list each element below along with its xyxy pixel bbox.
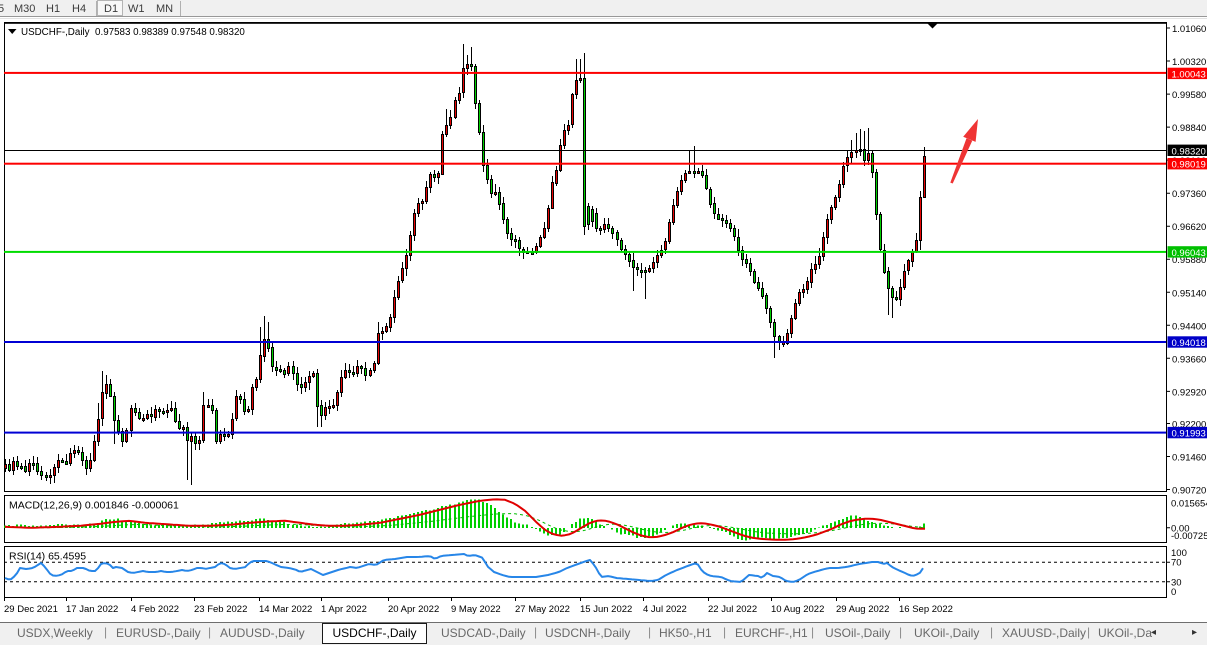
- svg-text:29 Aug 2022: 29 Aug 2022: [836, 604, 889, 615]
- svg-text:0.94018: 0.94018: [1172, 338, 1206, 349]
- svg-text:1.00043: 1.00043: [1172, 69, 1206, 80]
- svg-text:0.98840: 0.98840: [1172, 123, 1206, 134]
- svg-text:0.99580: 0.99580: [1172, 90, 1206, 101]
- svg-text:0.015654: 0.015654: [1171, 499, 1207, 510]
- svg-text:0.98019: 0.98019: [1172, 160, 1206, 171]
- svg-text:0.98320: 0.98320: [1172, 146, 1206, 157]
- svg-text:1.01060: 1.01060: [1172, 24, 1206, 35]
- svg-text:0.95140: 0.95140: [1172, 288, 1206, 299]
- svg-text:-0.007259: -0.007259: [1171, 531, 1207, 542]
- svg-text:0.92200: 0.92200: [1172, 420, 1206, 431]
- svg-text:0.94400: 0.94400: [1172, 321, 1206, 332]
- svg-text:0: 0: [1171, 587, 1176, 598]
- svg-text:70: 70: [1171, 558, 1182, 569]
- svg-text:27 May 2022: 27 May 2022: [515, 604, 570, 615]
- svg-text:14 Mar 2022: 14 Mar 2022: [259, 604, 312, 615]
- svg-text:4 Jul 2022: 4 Jul 2022: [643, 604, 687, 615]
- svg-text:0.95880: 0.95880: [1172, 255, 1206, 266]
- svg-text:MACD(12,26,9) 0.001846 -0.0000: MACD(12,26,9) 0.001846 -0.000061: [9, 500, 179, 512]
- svg-text:0.92920: 0.92920: [1172, 387, 1206, 398]
- svg-text:4 Feb 2022: 4 Feb 2022: [131, 604, 179, 615]
- svg-text:22 Jul 2022: 22 Jul 2022: [708, 604, 757, 615]
- svg-text:30: 30: [1171, 577, 1182, 588]
- svg-text:RSI(14) 65.4595: RSI(14) 65.4595: [9, 551, 86, 563]
- svg-text:1.00320: 1.00320: [1172, 57, 1206, 68]
- svg-text:17 Jan 2022: 17 Jan 2022: [66, 604, 118, 615]
- svg-text:10 Aug 2022: 10 Aug 2022: [771, 604, 824, 615]
- svg-text:15 Jun 2022: 15 Jun 2022: [580, 604, 632, 615]
- svg-text:0.91993: 0.91993: [1172, 429, 1206, 440]
- svg-text:0.00: 0.00: [1171, 523, 1190, 534]
- svg-text:0.96620: 0.96620: [1172, 222, 1206, 233]
- svg-text:1 Apr 2022: 1 Apr 2022: [321, 604, 367, 615]
- svg-text:0.96043: 0.96043: [1172, 248, 1206, 259]
- svg-text:9 May 2022: 9 May 2022: [451, 604, 501, 615]
- svg-text:0.90720: 0.90720: [1172, 486, 1206, 497]
- svg-text:20 Apr 2022: 20 Apr 2022: [388, 604, 439, 615]
- svg-text:0.91460: 0.91460: [1172, 453, 1206, 464]
- svg-text:29 Dec 2021: 29 Dec 2021: [4, 604, 58, 615]
- svg-text:100: 100: [1171, 548, 1187, 559]
- svg-text:23 Feb 2022: 23 Feb 2022: [194, 604, 247, 615]
- svg-text:0.97360: 0.97360: [1172, 189, 1206, 200]
- svg-text:16 Sep 2022: 16 Sep 2022: [899, 604, 953, 615]
- svg-text:0.93660: 0.93660: [1172, 354, 1206, 365]
- svg-text:USDCHF-,Daily 0.97583 0.98389: USDCHF-,Daily 0.97583 0.98389 0.97548 0.…: [21, 27, 245, 38]
